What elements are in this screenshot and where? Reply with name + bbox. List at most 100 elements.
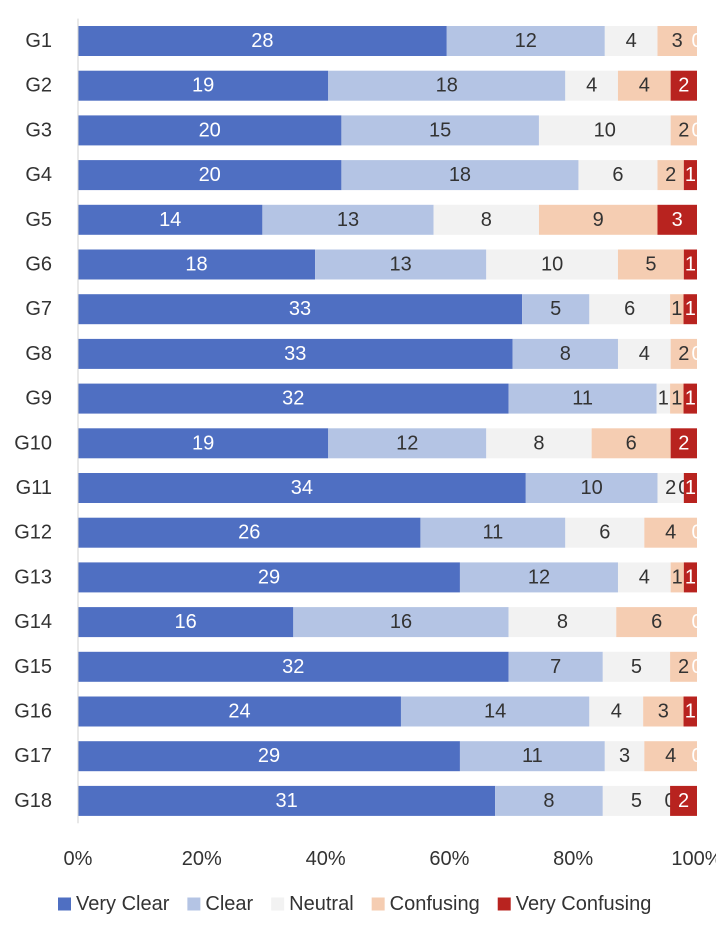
data-label: 1 bbox=[685, 164, 696, 186]
data-label: 7 bbox=[550, 656, 561, 678]
bar-segment bbox=[486, 249, 618, 280]
bar-segment bbox=[683, 696, 697, 727]
legend: Very Clear Clear Neutral Confusing Very Conf… bbox=[58, 893, 651, 915]
category-label: G18 bbox=[14, 790, 52, 812]
bar-segment bbox=[589, 696, 644, 727]
data-label: 14 bbox=[484, 701, 506, 723]
bar-segment bbox=[433, 204, 539, 235]
data-label: 29 bbox=[258, 745, 280, 767]
data-label: 11 bbox=[482, 522, 503, 544]
bar-segment bbox=[602, 785, 671, 816]
legend-label: Confusing bbox=[390, 893, 480, 915]
legend-swatch bbox=[371, 897, 385, 911]
data-label: 4 bbox=[611, 701, 622, 723]
bar-segment bbox=[78, 696, 401, 727]
data-label: 26 bbox=[238, 522, 260, 544]
bar-segment bbox=[262, 204, 434, 235]
bar-segment bbox=[78, 294, 523, 325]
data-label: 0 bbox=[691, 611, 702, 633]
bar-segment bbox=[78, 741, 460, 772]
x-tick-labels: 0% 20% 40% 60% 80% 100% bbox=[64, 848, 716, 870]
legend-swatch bbox=[497, 897, 511, 911]
data-label: 1 bbox=[685, 254, 696, 276]
data-label: 33 bbox=[284, 343, 306, 365]
bar-segment bbox=[328, 70, 566, 101]
data-label: 8 bbox=[557, 611, 568, 633]
bar-segment bbox=[538, 204, 658, 235]
bar-segment bbox=[565, 517, 645, 548]
legend-label: Clear bbox=[205, 893, 253, 915]
data-label: 6 bbox=[612, 164, 623, 186]
data-label: 10 bbox=[594, 119, 616, 141]
category-label: G7 bbox=[25, 298, 52, 320]
legend-swatch bbox=[271, 897, 285, 911]
bar-segment bbox=[522, 294, 590, 325]
bar-segment bbox=[683, 473, 697, 503]
bar-segment bbox=[78, 473, 526, 503]
bar-segment bbox=[459, 741, 605, 772]
bar-segment bbox=[670, 70, 697, 101]
data-label: 4 bbox=[586, 75, 597, 97]
data-label: 1 bbox=[672, 566, 683, 588]
category-label: G11 bbox=[16, 477, 52, 499]
bar-segment bbox=[657, 160, 684, 191]
bar-segment bbox=[78, 607, 294, 638]
bar-segment bbox=[78, 517, 421, 548]
bar-segment bbox=[616, 607, 697, 638]
data-label: 20 bbox=[199, 164, 221, 186]
data-label: 19 bbox=[192, 75, 214, 97]
data-label: 0 bbox=[691, 656, 702, 678]
data-label: 4 bbox=[665, 745, 676, 767]
data-label: 24 bbox=[228, 701, 250, 723]
data-label: 12 bbox=[528, 566, 550, 588]
data-label: 4 bbox=[639, 566, 650, 588]
category-label: G6 bbox=[25, 254, 52, 276]
data-label: 20 bbox=[199, 119, 221, 141]
bar-segment bbox=[683, 383, 697, 414]
x-tick-label: 100% bbox=[671, 848, 716, 870]
bar-segment bbox=[525, 473, 658, 503]
data-label: 2 bbox=[678, 343, 689, 365]
bar-segment bbox=[683, 160, 697, 191]
data-label: 5 bbox=[645, 254, 656, 276]
data-label: 18 bbox=[449, 164, 471, 186]
category-label: G5 bbox=[25, 209, 52, 231]
data-label: 0 bbox=[691, 522, 702, 544]
data-label: 14 bbox=[159, 209, 181, 231]
bar-segment bbox=[565, 70, 618, 101]
data-label: 4 bbox=[665, 522, 676, 544]
data-label: 6 bbox=[651, 611, 662, 633]
data-label: 18 bbox=[185, 254, 207, 276]
bar-segment bbox=[78, 115, 342, 146]
bar-segment bbox=[657, 204, 697, 235]
bar-segment bbox=[508, 383, 657, 414]
bar-segment bbox=[508, 651, 603, 682]
bar-segment bbox=[604, 26, 658, 56]
data-label: 4 bbox=[626, 30, 637, 52]
legend-label: Neutral bbox=[289, 893, 353, 915]
data-label: 1 bbox=[685, 701, 696, 723]
bar-segment bbox=[328, 428, 487, 459]
x-tick-label: 60% bbox=[429, 848, 469, 870]
data-label: 31 bbox=[275, 790, 297, 812]
data-label: 8 bbox=[543, 790, 554, 812]
bar-segment bbox=[657, 26, 697, 56]
legend-swatch bbox=[187, 897, 201, 911]
data-label: 16 bbox=[175, 611, 197, 633]
x-tick-label: 0% bbox=[64, 848, 93, 870]
data-label: 0 bbox=[691, 343, 702, 365]
category-labels: G1 G2 G3 G4 G5 G6 G7 G8 G9 G10 G11 G12 G13 G14 G15 G16 G… bbox=[14, 30, 52, 812]
category-label: G3 bbox=[25, 119, 52, 141]
bar-segment bbox=[617, 338, 671, 369]
bar-segment bbox=[512, 338, 618, 369]
data-label: 1 bbox=[685, 298, 696, 320]
data-label: 0 bbox=[691, 119, 702, 141]
x-tick-label: 20% bbox=[182, 848, 222, 870]
category-label: G16 bbox=[14, 701, 52, 723]
bar-segment bbox=[420, 517, 566, 548]
bar-segment bbox=[78, 249, 316, 280]
bar-segment bbox=[683, 562, 697, 593]
bar-segment bbox=[341, 115, 539, 146]
data-label: 8 bbox=[533, 432, 544, 454]
category-label: G12 bbox=[14, 522, 52, 544]
